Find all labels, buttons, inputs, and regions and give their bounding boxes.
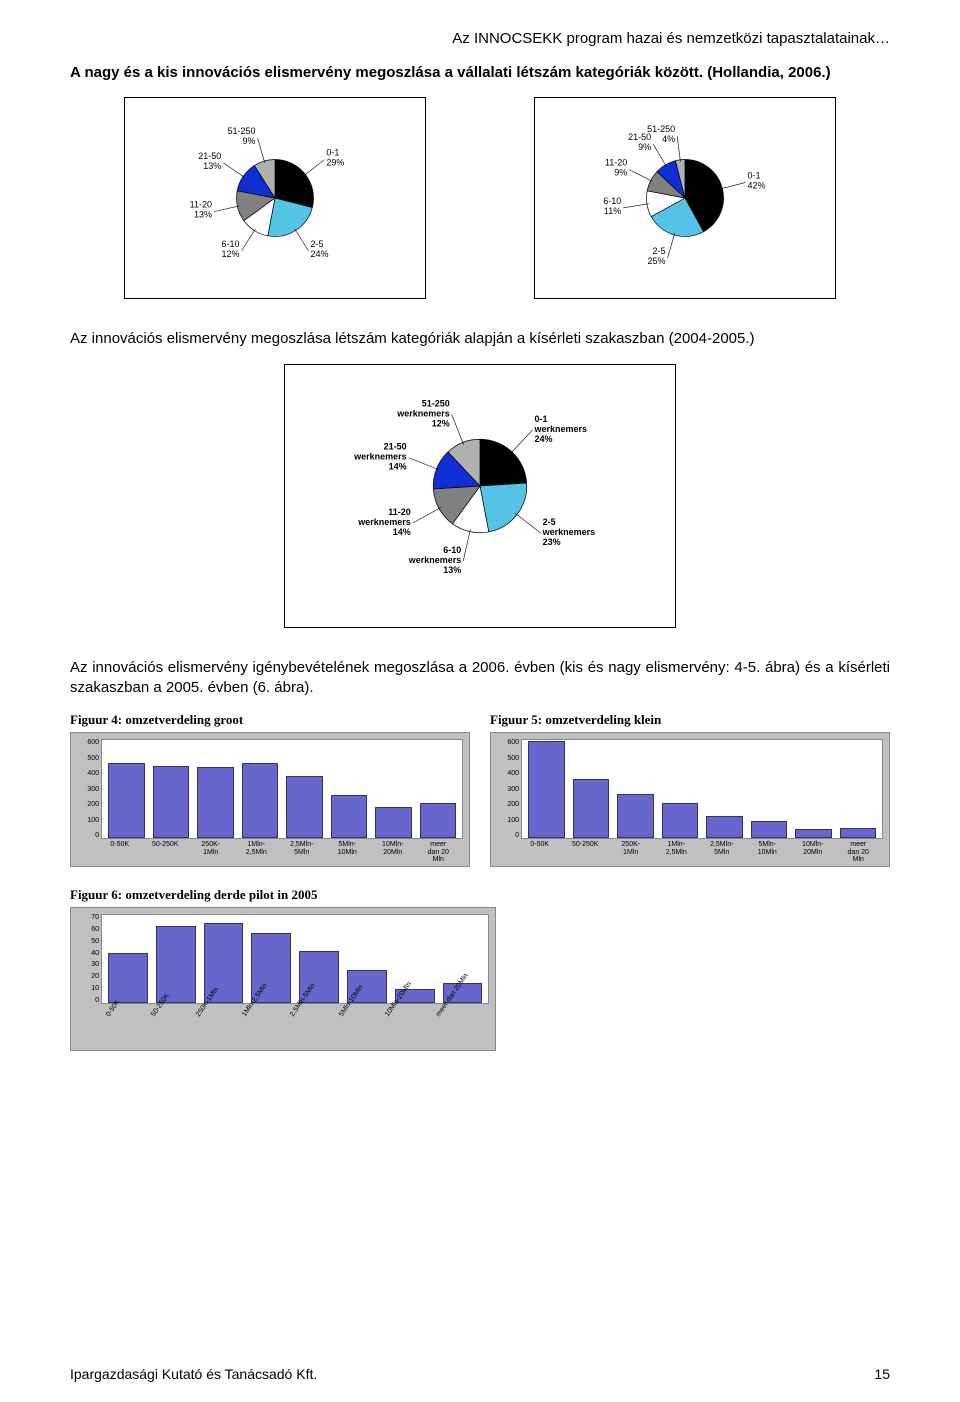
pie-label: 0-129% [326,148,344,168]
paragraph-2: Az innovációs elismervény megoszlása lét… [70,329,890,349]
bar [617,794,654,838]
bar-row-45: Figuur 4: omzetverdeling groot 600 500 400… [70,712,890,867]
pie-right-block: 0-142% 2-525% 6-1011% 11-209%21-509%51-2504… [534,97,836,299]
bar [153,766,190,838]
x-label: 5Mln- 10Mln [329,841,367,864]
x-label: 250K- 1Mln [612,841,650,864]
bar [706,816,743,838]
y-label: 100 [79,817,99,824]
bar [331,795,368,838]
figure-4: Figuur 4: omzetverdeling groot 600 500 400… [70,712,470,867]
pie-center-block: 0-1werknemers24% 2-5werknemers23% 6-10werk… [70,364,890,628]
x-label: 5Mln- 10Mln [749,841,787,864]
bar [662,803,699,838]
figure-6: Figuur 6: omzetverdeling derde pilot in … [70,887,496,1051]
bar [573,779,610,838]
pie-label: 11-20werknemers14% [357,506,411,536]
pie-label: 0-142% [748,171,766,191]
fig6-title: Figuur 6: omzetverdeling derde pilot in … [70,887,496,903]
pie-left: 0-129% 2-524% 6-1012% 11-2013% 21-5013% 51-25… [135,108,415,288]
pie-label: 51-250werknemers12% [396,398,450,428]
pie-left-block: 0-129% 2-524% 6-1012% 11-2013% 21-5013% 51-25… [124,97,426,299]
figure-5: Figuur 5: omzetverdeling klein 600 500 400… [490,712,890,867]
bar [197,767,234,838]
x-label: 1Mln- 2,5Mln [238,841,276,864]
pie-label: 51-2504% [647,124,675,144]
fig5-title: Figuur 5: omzetverdeling klein [490,712,890,728]
y-label: 50 [79,938,99,945]
y-label: 500 [79,755,99,762]
x-label: 1Mln- 2,5Mln [658,841,696,864]
pie-center: 0-1werknemers24% 2-5werknemers23% 6-10werk… [305,381,655,611]
footer-page-number: 15 [874,1366,890,1382]
bar [242,763,279,839]
pie-label: 21-509% [628,132,651,152]
pie-label: 2-524% [310,239,328,259]
paragraph-1: A nagy és a kis innovációs elismervény m… [70,63,890,83]
y-label: 70 [79,914,99,921]
y-label: 500 [499,755,519,762]
pie-slice [480,439,527,486]
pie-label: 11-209% [605,158,627,178]
pie-label: 6-1011% [603,196,621,216]
x-label: 0-50K [521,841,559,864]
pie-right: 0-142% 2-525% 6-1011% 11-209%21-509%51-2504… [545,108,825,288]
pie-label: 6-10werknemers13% [408,544,462,574]
page-footer: Ipargazdasági Kutató és Tanácsadó Kft. 1… [70,1366,890,1382]
bar-row-6: Figuur 6: omzetverdeling derde pilot in … [70,887,890,1051]
x-label: 10Mln- 20Mln [374,841,412,864]
y-label: 100 [499,817,519,824]
pie-label: 2-5werknemers23% [542,517,596,547]
bar [420,803,457,838]
y-label: 400 [499,770,519,777]
x-label: 50-250K [567,841,605,864]
y-label: 0 [499,832,519,839]
y-label: 600 [499,739,519,746]
y-label: 20 [79,973,99,980]
bar [795,829,832,838]
pie-row-top: 0-129% 2-524% 6-1012% 11-2013% 21-5013% 51-25… [70,97,890,299]
pie-label: 0-1werknemers24% [534,414,588,444]
x-label: 10Mln- 20Mln [794,841,832,864]
paragraph-3: Az innovációs elismervény igénybevételén… [70,658,890,699]
footer-left: Ipargazdasági Kutató és Tanácsadó Kft. [70,1366,317,1382]
x-label: meer dan 20 Mln [840,841,878,864]
y-label: 0 [79,832,99,839]
y-label: 60 [79,926,99,933]
x-label: 50-250K [147,841,185,864]
pie-label: 51-2509% [228,126,256,146]
y-label: 40 [79,950,99,957]
y-label: 600 [79,739,99,746]
x-label: 0-50K [101,841,139,864]
bar [751,821,788,838]
pie-label: 21-5013% [198,151,221,171]
pie-label: 6-1012% [221,239,239,259]
bar [286,776,323,838]
x-label: 2,5Mln- 5Mln [703,841,741,864]
bar [840,828,877,838]
y-label: 200 [79,801,99,808]
y-label: 300 [499,786,519,793]
bar [375,807,412,838]
y-label: 200 [499,801,519,808]
fig4-title: Figuur 4: omzetverdeling groot [70,712,470,728]
y-label: 0 [79,997,99,1004]
page-header: Az INNOCSEKK program hazai és nemzetközi… [70,30,890,47]
bar [528,741,565,838]
y-label: 30 [79,961,99,968]
pie-label: 2-525% [648,246,666,266]
x-label: 250K- 1Mln [192,841,230,864]
x-label: 2,5Mln- 5Mln [283,841,321,864]
bar [108,763,145,839]
pie-label: 21-50werknemers14% [353,441,407,471]
pie-label: 11-2013% [190,200,212,220]
y-label: 10 [79,985,99,992]
y-label: 300 [79,786,99,793]
x-label: meer dan 20 Mln [420,841,458,864]
y-label: 400 [79,770,99,777]
